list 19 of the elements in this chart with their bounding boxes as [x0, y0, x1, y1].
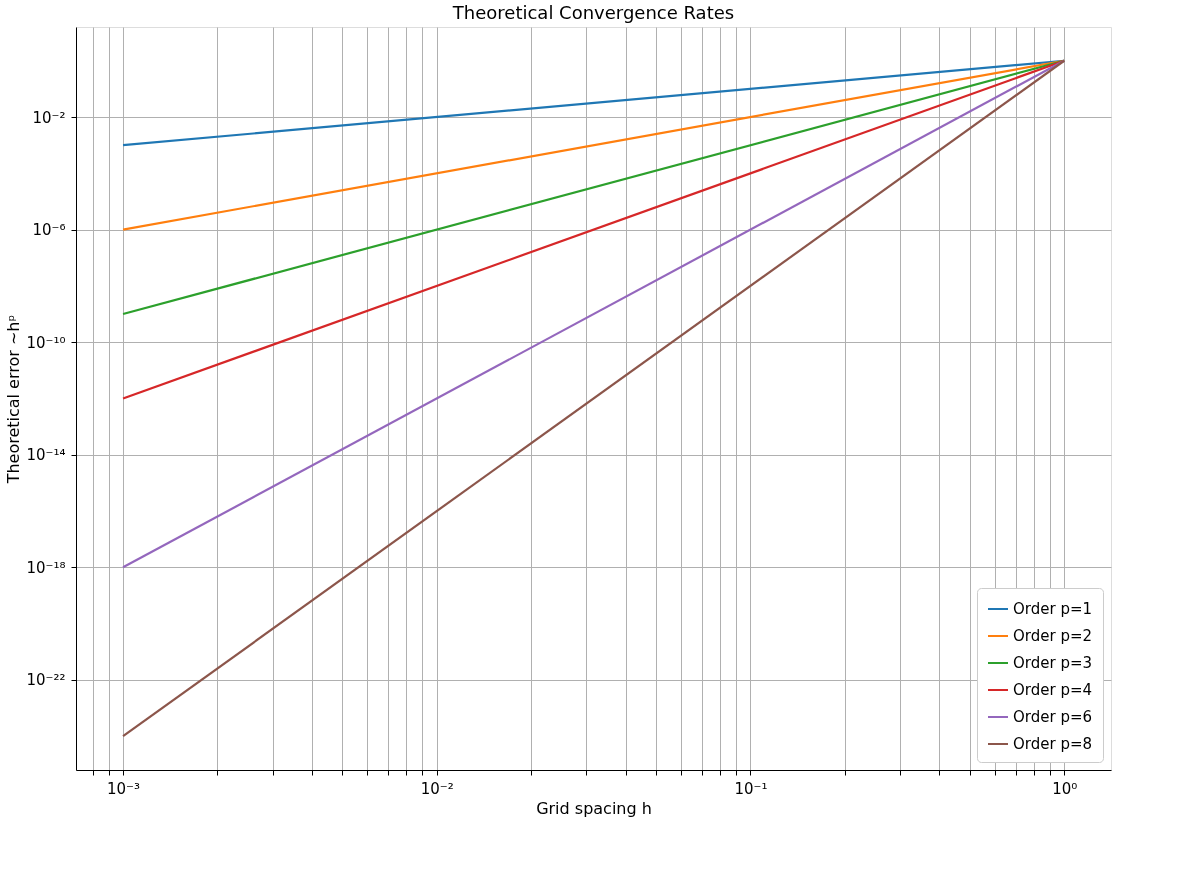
legend-label: Order p=1 — [1013, 600, 1093, 618]
x-axis-title: Grid spacing h — [536, 798, 652, 818]
legend-label: Order p=6 — [1013, 708, 1093, 726]
x-tick-label: 10⁰ — [1052, 779, 1078, 798]
x-tick-label: 10⁻² — [420, 779, 454, 798]
y-axis-title: Theoretical error ∼hᵖ — [4, 314, 24, 485]
y-tick-label: 10⁻² — [32, 108, 66, 127]
y-tick-label: 10⁻¹⁰ — [26, 333, 66, 352]
x-tick-label: 10⁻¹ — [734, 779, 768, 798]
legend-label: Order p=3 — [1013, 654, 1093, 672]
chart-title: Theoretical Convergence Rates — [451, 2, 735, 23]
y-tick-label: 10⁻²² — [26, 671, 66, 690]
legend-label: Order p=8 — [1013, 735, 1093, 753]
y-tick-label: 10⁻¹⁸ — [26, 558, 66, 577]
legend-label: Order p=4 — [1013, 681, 1093, 699]
y-tick-label: 10⁻¹⁴ — [26, 446, 66, 465]
y-tick-label: 10⁻⁶ — [32, 221, 66, 240]
legend-label: Order p=2 — [1013, 627, 1093, 645]
x-tick-label: 10⁻³ — [107, 779, 141, 798]
